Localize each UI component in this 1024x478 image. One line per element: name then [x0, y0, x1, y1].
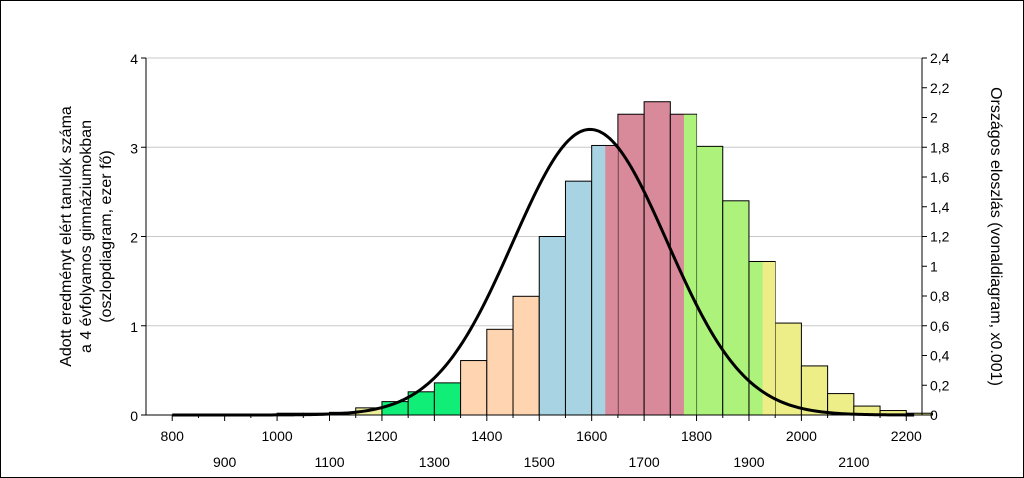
x-tick-label: 1300: [419, 454, 450, 470]
bar-2025: [800, 365, 829, 416]
x-tick-label: 1700: [629, 454, 660, 470]
bar-1825: [696, 145, 724, 416]
x-tick-label: 800: [161, 428, 185, 444]
right-tick-label: 1,8: [930, 139, 950, 155]
bar-1375: [460, 360, 488, 416]
right-tick-label: 0,6: [930, 318, 950, 334]
left-axis-title-line: Adott eredményt elért tanulók száma: [58, 106, 75, 367]
left-tick-label: 1: [130, 319, 138, 335]
right-tick-label: 0,2: [930, 377, 950, 393]
bar-1325: [433, 382, 462, 416]
right-tick-label: 1,4: [930, 199, 950, 215]
right-tick-label: 1: [930, 258, 938, 274]
x-tick-label: 1100: [314, 454, 344, 470]
bar-segment-1925: [762, 261, 776, 415]
right-axis-title: Országos eloszlás (vonaldiagram, x0.001): [987, 87, 1004, 386]
x-tick-label: 1900: [733, 454, 764, 470]
grid-lines: [146, 57, 922, 327]
left-tick-label: 3: [130, 140, 138, 156]
x-tick-label: 2000: [786, 428, 817, 444]
x-tick-label: 2100: [838, 454, 869, 470]
left-tick-label: 4: [130, 51, 138, 67]
bar-1525: [538, 236, 566, 416]
right-tick-label: 2: [930, 110, 938, 126]
left-axis-title-line: a 4 évfolyamos gimnáziumokban: [78, 120, 95, 353]
bar-1575: [564, 180, 593, 416]
x-tick-label: 1200: [366, 428, 397, 444]
x-tick-label: 1600: [576, 428, 607, 444]
right-tick-label: 1,2: [930, 229, 950, 245]
right-tick-label: 0,4: [930, 348, 950, 364]
bar-1725: [643, 101, 671, 416]
right-tick-label: 2,4: [930, 50, 950, 66]
left-tick-label: 0: [130, 408, 138, 424]
x-tick-label: 1500: [524, 454, 555, 470]
x-tick-label: 1400: [471, 428, 502, 444]
x-tick-label: 1800: [681, 428, 712, 444]
x-tick-label: 2200: [891, 428, 922, 444]
left-axis-title-line: (oszlopdiagram, ezer fő): [98, 150, 115, 323]
bar-segment-1775: [683, 114, 697, 415]
left-tick-label: 2: [130, 230, 138, 246]
right-tick-label: 0,8: [930, 288, 950, 304]
x-tick-label: 900: [213, 454, 237, 470]
labels-group: 0 1 2 3 4 0 0,2 0,4 0,6 0,8 1 1,2 1,4 1,6 1,8 2 2,2 2,4 80…: [58, 50, 1004, 470]
right-tick-label: 0: [930, 407, 938, 423]
bars-group: [276, 101, 933, 416]
right-tick-label: 1,6: [930, 169, 950, 185]
axes-group: [141, 57, 927, 421]
x-tick-label: 1000: [262, 428, 293, 444]
bar-1475: [512, 295, 540, 416]
bar-1675: [617, 113, 645, 416]
bar-1875: [722, 200, 750, 416]
bar-1425: [486, 328, 514, 416]
bar-segment-1625: [605, 145, 618, 415]
right-tick-label: 2,2: [930, 80, 950, 96]
